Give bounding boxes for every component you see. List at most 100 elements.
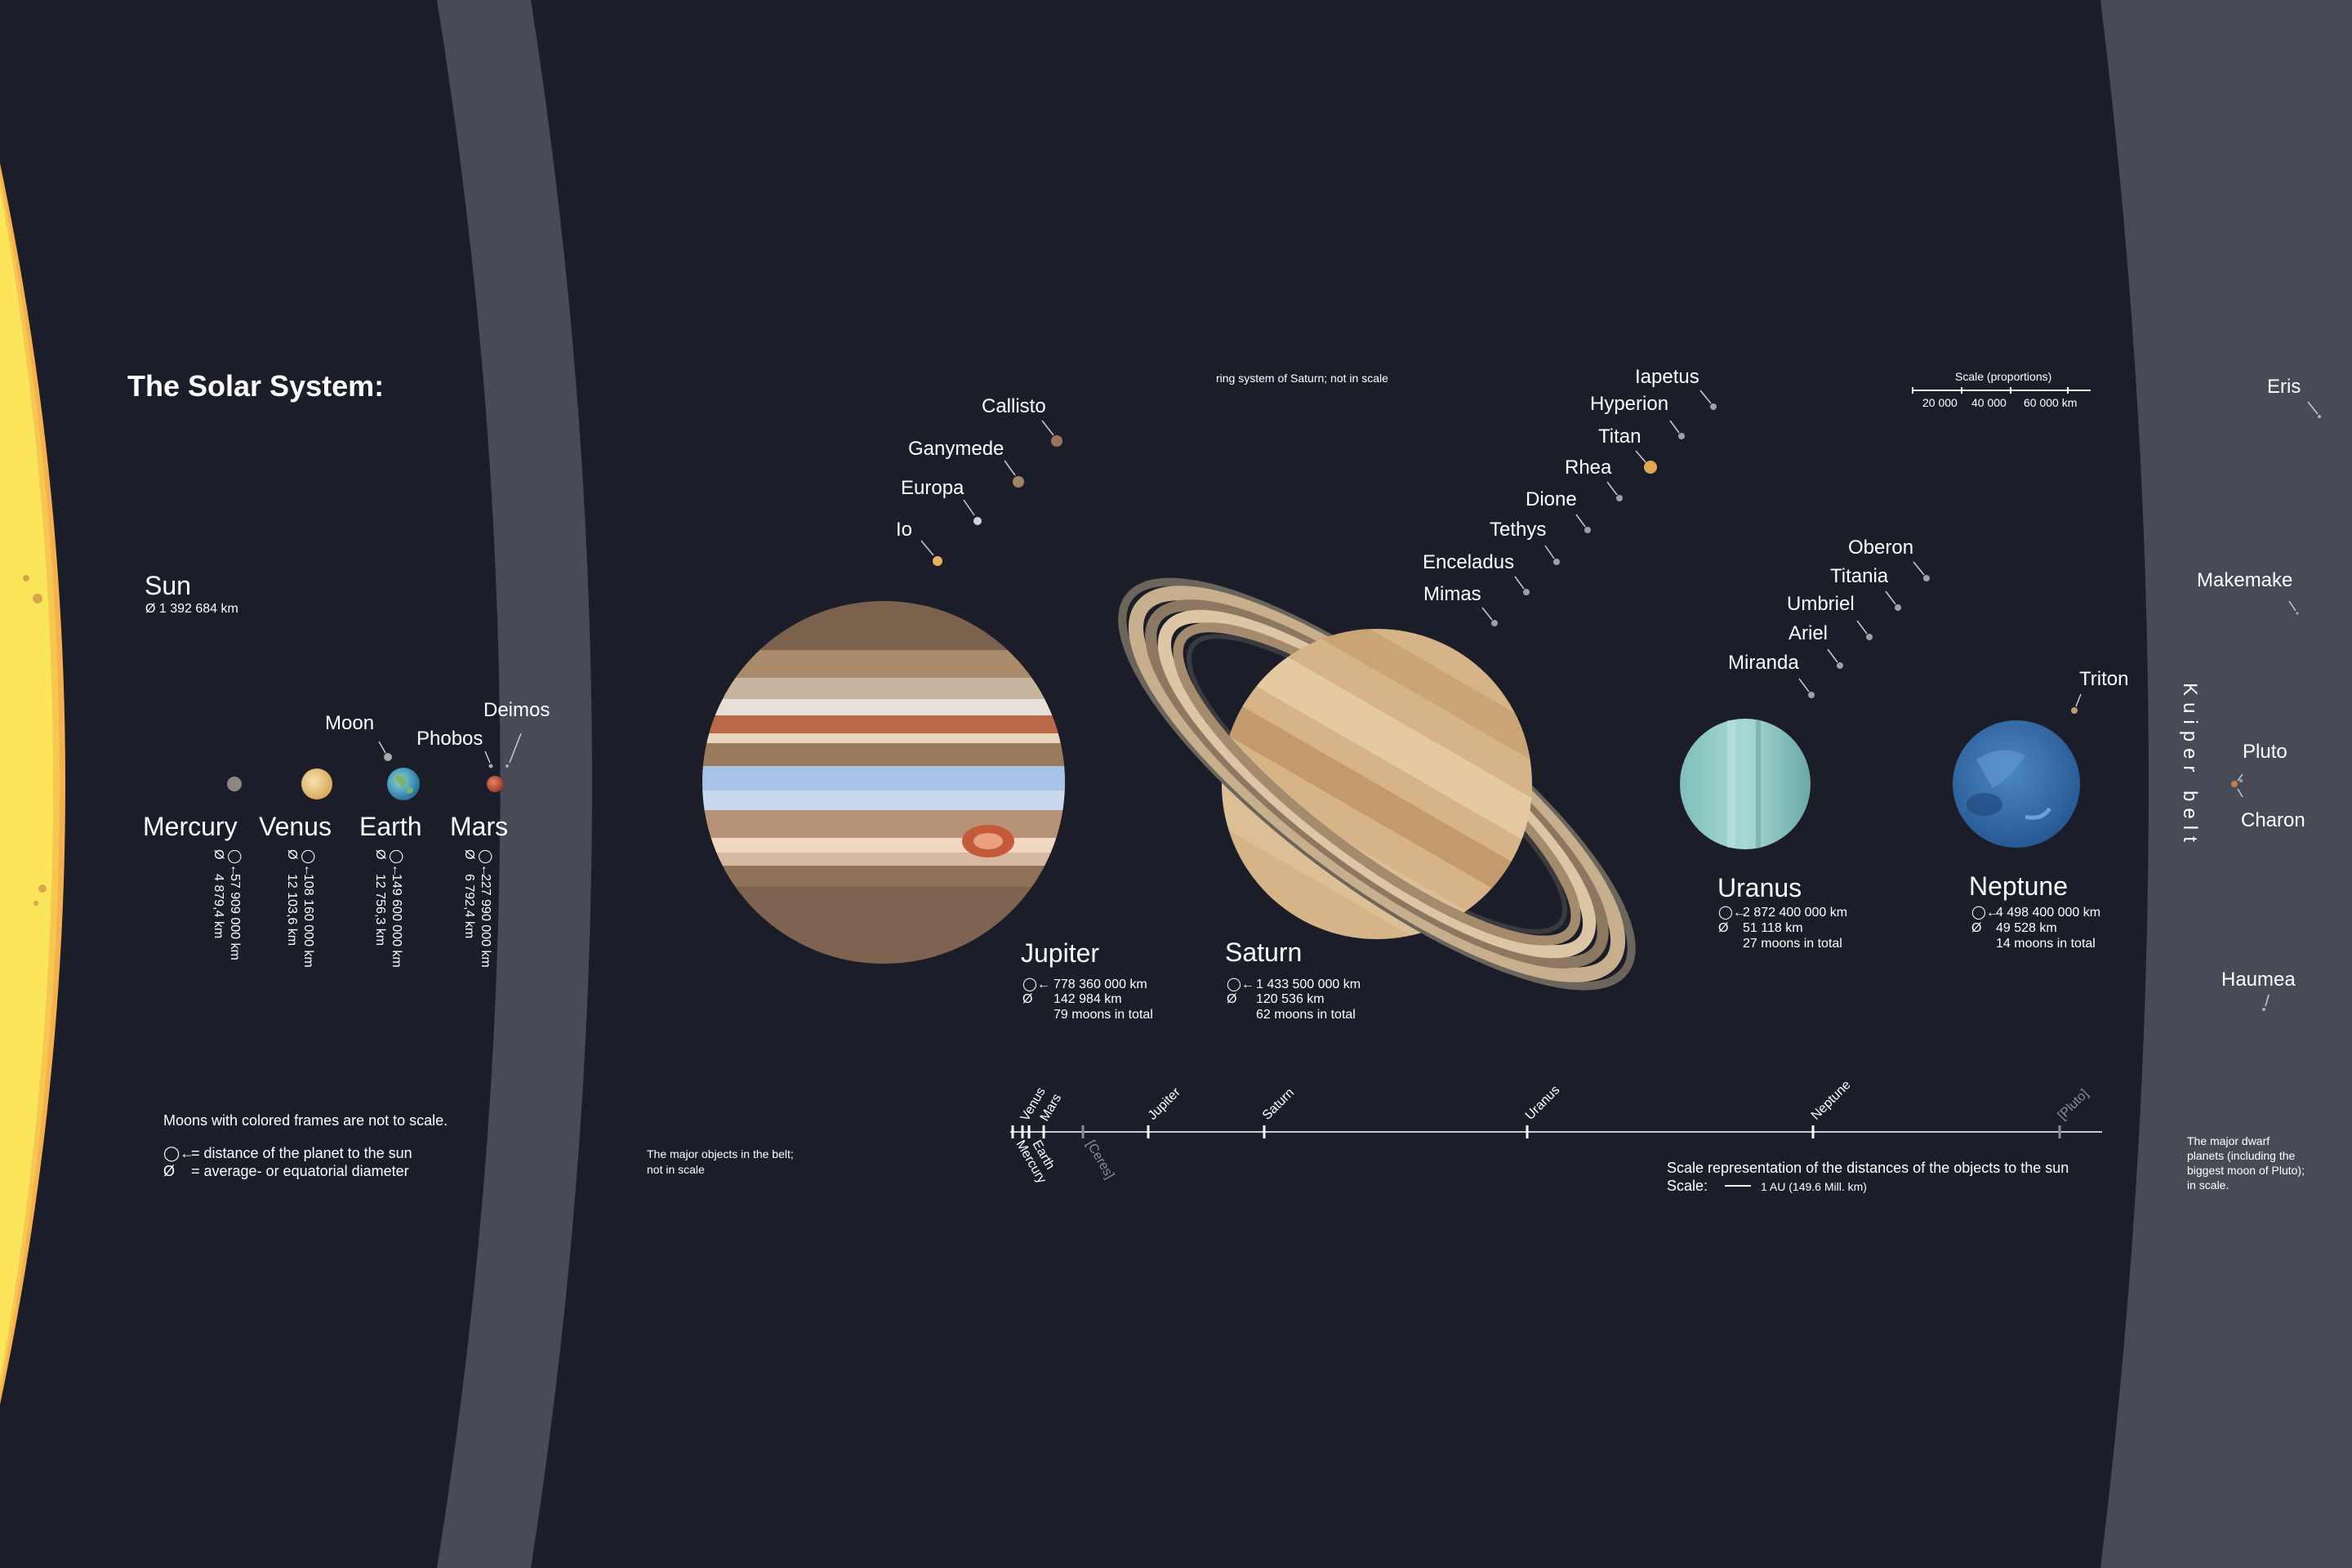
mercury-stats: ◯← 57 909 000 km Ø 4 879,4 km — [212, 849, 242, 960]
venus-label: Venus — [259, 812, 332, 841]
venus-planet — [301, 768, 332, 800]
legend-distance: = distance of the planet to the sun — [191, 1145, 412, 1161]
europa-dot — [973, 517, 982, 525]
jupiter-planet — [702, 601, 1065, 964]
miranda-label: Miranda — [1728, 652, 1799, 674]
jupiter-label: Jupiter — [1021, 938, 1099, 968]
sun-diameter: Ø 1 392 684 km — [145, 602, 238, 616]
dwarf-note-line1: The major dwarf — [2187, 1134, 2270, 1147]
saturn-moons: Iapetus Hyperion Titan Rhea Dione Tethys… — [1423, 366, 1717, 626]
uranus-moon-count: 27 moons in total — [1743, 937, 1842, 951]
mercury-planet — [227, 777, 242, 791]
svg-text:4 879,4 km: 4 879,4 km — [212, 874, 225, 938]
size-scale-tick-3: 60 000 km — [2024, 396, 2077, 409]
saturn-rings-front — [1118, 595, 1628, 991]
ganymede-label: Ganymede — [908, 438, 1004, 460]
distance-scale-unit: 1 AU (149.6 Mill. km) — [1761, 1180, 1867, 1193]
svg-text:Ø: Ø — [285, 849, 299, 859]
hyperion-label: Hyperion — [1590, 393, 1668, 415]
iapetus-dot — [1710, 403, 1717, 410]
neptune-moon-count: 14 moons in total — [1996, 937, 2096, 951]
page-title: The Solar System: — [127, 369, 384, 403]
eris-dot — [2318, 415, 2321, 418]
ariel-label: Ariel — [1788, 622, 1828, 644]
charon-dot — [2239, 779, 2243, 782]
deimos-label: Deimos — [483, 699, 550, 721]
venus-stats: ◯← 108 160 000 km Ø 12 103,6 km — [285, 849, 315, 968]
svg-text:Ø: Ø — [462, 849, 476, 859]
jupiter-distance-symbol: ◯← — [1022, 978, 1050, 991]
neptune-planet — [1953, 720, 2080, 848]
saturn-diameter-symbol: Ø — [1227, 992, 1236, 1006]
iapetus-label: Iapetus — [1635, 366, 1699, 388]
svg-text:149 600 000 km: 149 600 000 km — [390, 874, 403, 968]
io-label: Io — [896, 519, 912, 541]
saturn-distance-symbol: ◯← — [1227, 978, 1254, 991]
tethys-dot — [1553, 559, 1560, 565]
haumea-dot — [2262, 1008, 2265, 1011]
neptune-distance: 4 498 400 000 km — [1996, 906, 2100, 920]
charon-label: Charon — [2241, 809, 2305, 831]
ariel-dot — [1837, 662, 1843, 669]
saturn-distance: 1 433 500 000 km — [1256, 978, 1361, 991]
belt-note-line1: The major objects in the belt; — [647, 1147, 794, 1160]
deimos-dot — [506, 764, 509, 768]
dione-label: Dione — [1526, 488, 1577, 510]
belt-note-line2: not in scale — [647, 1163, 705, 1176]
eris-label: Eris — [2267, 376, 2301, 398]
jupiter-distance: 778 360 000 km — [1054, 978, 1147, 991]
io-dot — [933, 556, 942, 566]
titan-label: Titan — [1598, 425, 1641, 448]
earth-label: Earth — [359, 812, 421, 841]
uranus-diameter: 51 118 km — [1743, 921, 1803, 935]
mars-stats: ◯← 227 990 000 km Ø 6 792,4 km — [462, 849, 492, 968]
size-scale-title: Scale (proportions) — [1955, 370, 2051, 383]
titania-label: Titania — [1830, 565, 1889, 587]
callisto-label: Callisto — [982, 395, 1046, 417]
svg-text:Ø: Ø — [212, 849, 225, 859]
enceladus-dot — [1523, 589, 1530, 595]
neptune-distance-symbol: ◯← — [1971, 906, 1999, 920]
kuiper-belt-label: Kuiper belt — [2179, 683, 2201, 849]
phobos-dot — [488, 764, 493, 768]
mimas-dot — [1491, 620, 1498, 626]
triton-label: Triton — [2079, 668, 2128, 690]
oberon-dot — [1923, 575, 1930, 581]
uranus-distance: 2 872 400 000 km — [1743, 906, 1847, 920]
miranda-dot — [1808, 692, 1815, 698]
legend-diameter: = average- or equatorial diameter — [191, 1163, 409, 1179]
size-scale: Scale (proportions) 20 000 40 000 60 000… — [1912, 370, 2091, 409]
ring-note: ring system of Saturn; not in scale — [1216, 372, 1388, 385]
pluto-label: Pluto — [2243, 741, 2287, 763]
jupiter-diameter: 142 984 km — [1054, 992, 1122, 1006]
uranus-diameter-symbol: Ø — [1718, 921, 1728, 935]
svg-text:◯←: ◯← — [301, 849, 315, 877]
hyperion-dot — [1678, 433, 1685, 439]
makemake-label: Makemake — [2197, 569, 2292, 591]
makemake-dot — [2296, 612, 2299, 615]
phobos-label: Phobos — [416, 728, 483, 750]
neptune-diameter-symbol: Ø — [1971, 921, 1981, 935]
svg-text:108 160 000 km: 108 160 000 km — [301, 874, 315, 968]
mercury-label: Mercury — [143, 812, 238, 841]
svg-text:◯←: ◯← — [228, 849, 242, 877]
distance-scale-label: Scale: — [1667, 1178, 1708, 1194]
neptune-label: Neptune — [1969, 871, 2068, 901]
legend-diameter-symbol: Ø — [163, 1163, 175, 1179]
sun-graphic — [0, 163, 65, 1405]
jupiter-moon-count: 79 moons in total — [1054, 1008, 1153, 1022]
uranus-distance-symbol: ◯← — [1718, 906, 1746, 920]
moon-dot — [384, 753, 392, 761]
dione-dot — [1584, 527, 1591, 533]
umbriel-label: Umbriel — [1787, 593, 1855, 615]
dwarf-note-line4: in scale. — [2187, 1178, 2229, 1192]
rhea-label: Rhea — [1565, 457, 1612, 479]
uranus-label: Uranus — [1717, 873, 1802, 902]
uranus-moons: Oberon Titania Umbriel Ariel Miranda — [1728, 537, 1930, 698]
callisto-dot — [1051, 435, 1062, 447]
europa-label: Europa — [901, 477, 964, 499]
mars-planet — [487, 776, 503, 792]
ganymede-dot — [1013, 476, 1024, 488]
tethys-label: Tethys — [1490, 519, 1546, 541]
